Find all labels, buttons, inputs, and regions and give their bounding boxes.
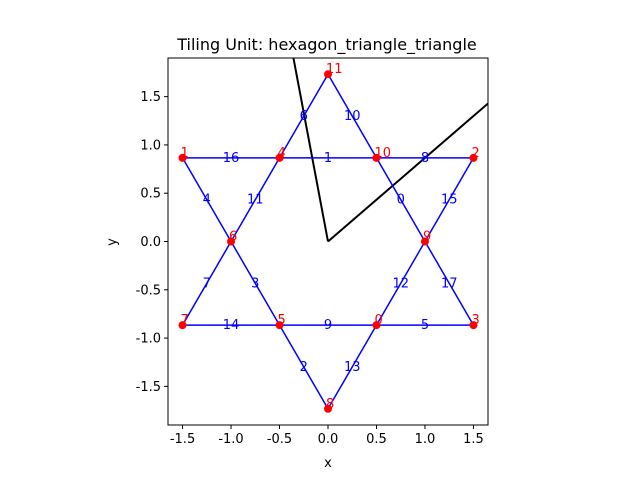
vertex-label: 5	[278, 313, 286, 328]
x-tick-label: -1.5	[170, 432, 195, 447]
edge-label: 1	[324, 151, 332, 166]
edge-label: 2	[300, 360, 308, 375]
vertex-label: 0	[374, 313, 382, 328]
x-tick-label: 0.5	[366, 432, 387, 447]
edge-label: 8	[421, 151, 429, 166]
vertex-label: 10	[374, 146, 391, 161]
edge-label: 6	[300, 109, 308, 124]
x-tick-label: 1.5	[463, 432, 484, 447]
basis-line	[328, 103, 488, 241]
y-axis-ticks: -1.5 -1.0 -0.5 0.0 0.5 1.0 1.5	[136, 90, 168, 395]
x-tick-label: -0.5	[267, 432, 292, 447]
vertex-label: 3	[471, 313, 479, 328]
vertex-label: 8	[326, 397, 334, 412]
edge-label: 16	[223, 151, 240, 166]
y-axis-label: y	[105, 238, 120, 246]
x-tick-label: 1.0	[415, 432, 436, 447]
vertex-label: 6	[229, 230, 237, 245]
y-tick-label: 0.0	[140, 235, 161, 250]
edge-label: 14	[223, 318, 240, 333]
x-tick-label: -1.0	[218, 432, 243, 447]
edge-label: 11	[247, 193, 264, 208]
edge-label: 3	[251, 276, 259, 291]
edge-label: 4	[203, 193, 211, 208]
vertex-label: 2	[471, 146, 479, 161]
edge-label: 7	[203, 276, 211, 291]
y-tick-label: 0.5	[140, 187, 161, 202]
edge-label: 15	[441, 193, 458, 208]
vertex-label: 11	[326, 62, 343, 77]
basis-line	[293, 58, 328, 242]
y-tick-label: -1.0	[136, 332, 161, 347]
vertex-label: 7	[181, 313, 189, 328]
x-tick-label: 0.0	[318, 432, 339, 447]
vertex-label: 9	[423, 230, 431, 245]
x-axis-label: x	[324, 456, 332, 471]
edge-label: 17	[441, 276, 458, 291]
y-tick-label: 1.5	[140, 90, 161, 105]
y-tick-label: -1.5	[136, 380, 161, 395]
vertex-label: 1	[181, 146, 189, 161]
chart-title: Tiling Unit: hexagon_triangle_triangle	[176, 35, 476, 55]
edge-label: 13	[344, 360, 361, 375]
edge-label: 5	[421, 318, 429, 333]
edge-label: 0	[397, 193, 405, 208]
y-tick-label: 1.0	[140, 138, 161, 153]
x-axis-ticks: -1.5 -1.0 -0.5 0.0 0.5 1.0 1.5	[170, 425, 484, 447]
edge-label: 10	[344, 109, 361, 124]
y-tick-label: -0.5	[136, 283, 161, 298]
edge-label: 12	[392, 276, 409, 291]
vertex-points	[179, 70, 478, 413]
edge-label: 9	[324, 318, 332, 333]
vertex-label: 4	[278, 146, 286, 161]
